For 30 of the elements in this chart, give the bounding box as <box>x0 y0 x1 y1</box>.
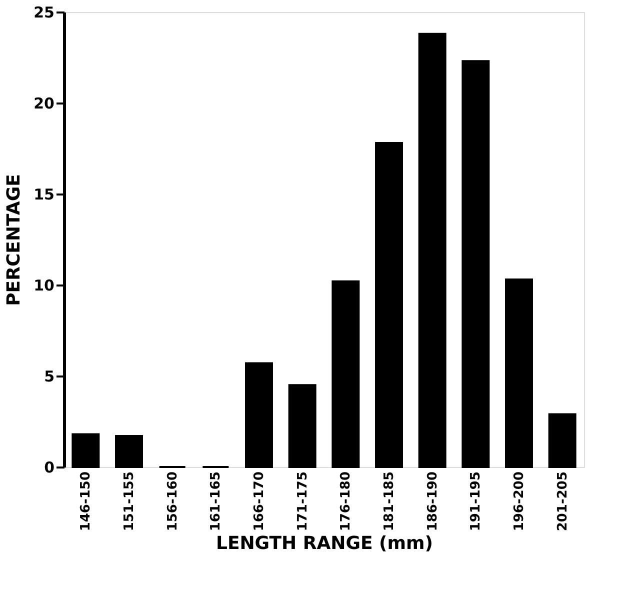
x-tick-label: 196-200 <box>512 472 527 532</box>
y-tick-label: 5 <box>44 368 54 386</box>
x-tick-label: 146-150 <box>78 472 94 532</box>
y-axis-title: PERCENTAGE <box>4 174 25 306</box>
x-tick-label: 176-180 <box>338 472 354 532</box>
bar <box>288 384 316 468</box>
x-tick-label: 156-160 <box>165 472 180 532</box>
y-tick-label: 15 <box>34 186 54 204</box>
x-tick-label: 186-190 <box>425 472 440 532</box>
x-tick-label: 201-205 <box>555 472 570 532</box>
bar <box>505 278 533 468</box>
x-tick-label: 171-175 <box>295 472 310 532</box>
bar <box>548 413 576 468</box>
bar <box>245 362 273 468</box>
bar <box>115 435 143 468</box>
x-tick-label: 166-170 <box>252 472 267 532</box>
x-tick-label: 181-185 <box>382 472 397 532</box>
bar <box>462 60 490 468</box>
bar <box>332 280 360 468</box>
bar <box>418 32 446 468</box>
bar <box>375 142 403 468</box>
y-tick-label: 25 <box>34 4 54 22</box>
x-axis-title: LENGTH RANGE (mm) <box>216 533 434 554</box>
x-tick-label: 151-155 <box>122 472 137 532</box>
x-tick-label: 161-165 <box>208 472 224 532</box>
y-tick-label: 20 <box>34 94 54 112</box>
y-tick-label: 0 <box>44 458 54 476</box>
y-tick-label: 10 <box>34 276 54 294</box>
x-tick-label: 191-195 <box>468 472 484 532</box>
bar <box>72 433 100 468</box>
